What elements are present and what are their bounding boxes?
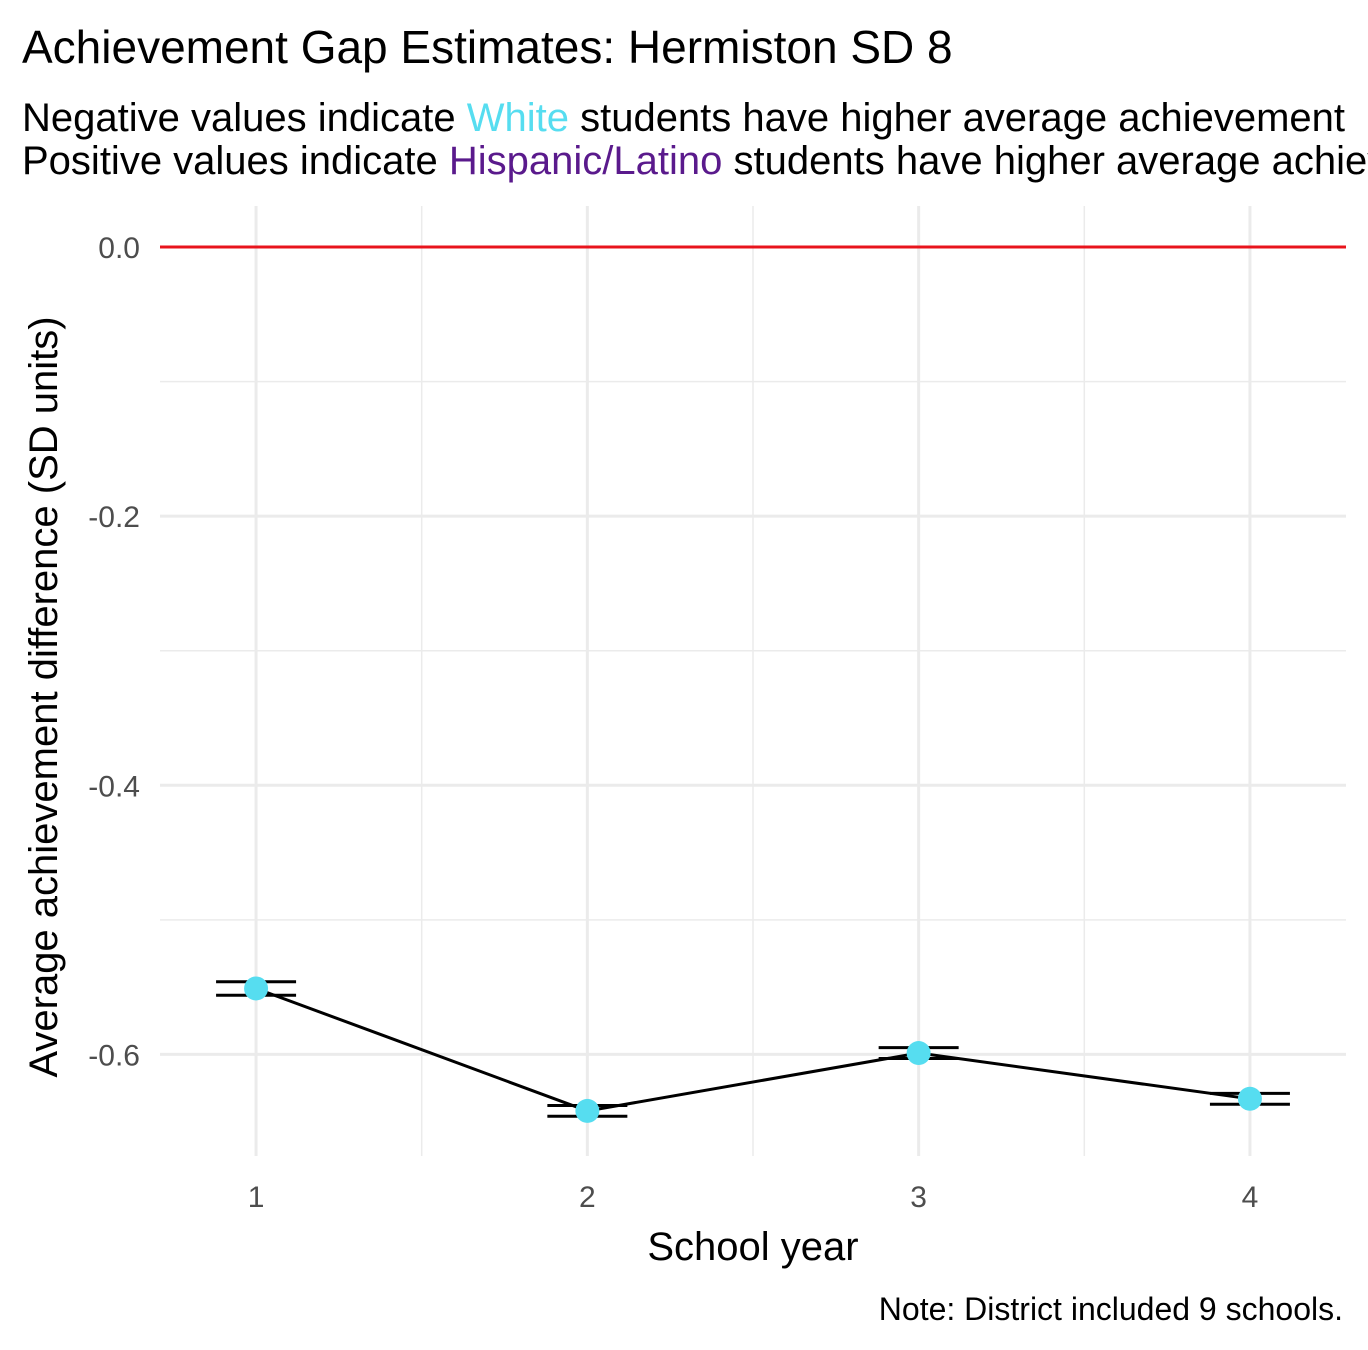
series-line — [255, 987, 1251, 1113]
chart-caption: Note: District included 9 schools. — [879, 1291, 1343, 1327]
y-axis-title: Average achievement difference (SD units… — [22, 316, 66, 1077]
x-tick-label: 4 — [1242, 1181, 1259, 1214]
x-tick-label: 2 — [579, 1181, 596, 1214]
data-point — [906, 1041, 931, 1066]
subtitle-line1-before: Negative values indicate — [22, 96, 467, 140]
subtitle-line1-after: students have higher average achievement — [569, 96, 1345, 140]
data-point — [1237, 1086, 1262, 1111]
subtitle-line2-after: students have higher average achievement — [722, 139, 1368, 183]
subtitle-highlight-white: White — [467, 96, 569, 140]
chart-subtitle-line1: Negative values indicate White students … — [22, 96, 1345, 140]
data-point — [244, 976, 269, 1001]
data-point — [575, 1098, 600, 1123]
y-tick-label: -0.2 — [88, 501, 140, 534]
y-tick-label: -0.4 — [88, 770, 140, 803]
plot-area: 1 2 3 4 0.0 -0.2 -0.4 -0.6 — [88, 206, 1346, 1214]
chart-title: Achievement Gap Estimates: Hermiston SD … — [22, 21, 953, 73]
subtitle-highlight-hispanic: Hispanic/Latino — [449, 139, 723, 183]
x-axis-title: School year — [647, 1225, 858, 1269]
y-tick-label: 0.0 — [98, 232, 140, 265]
subtitle-line2-before: Positive values indicate — [22, 139, 449, 183]
chart-subtitle-line2: Positive values indicate Hispanic/Latino… — [22, 139, 1368, 183]
x-tick-label: 1 — [248, 1181, 265, 1214]
y-tick-label: -0.6 — [88, 1039, 140, 1072]
x-tick-label: 3 — [910, 1181, 927, 1214]
